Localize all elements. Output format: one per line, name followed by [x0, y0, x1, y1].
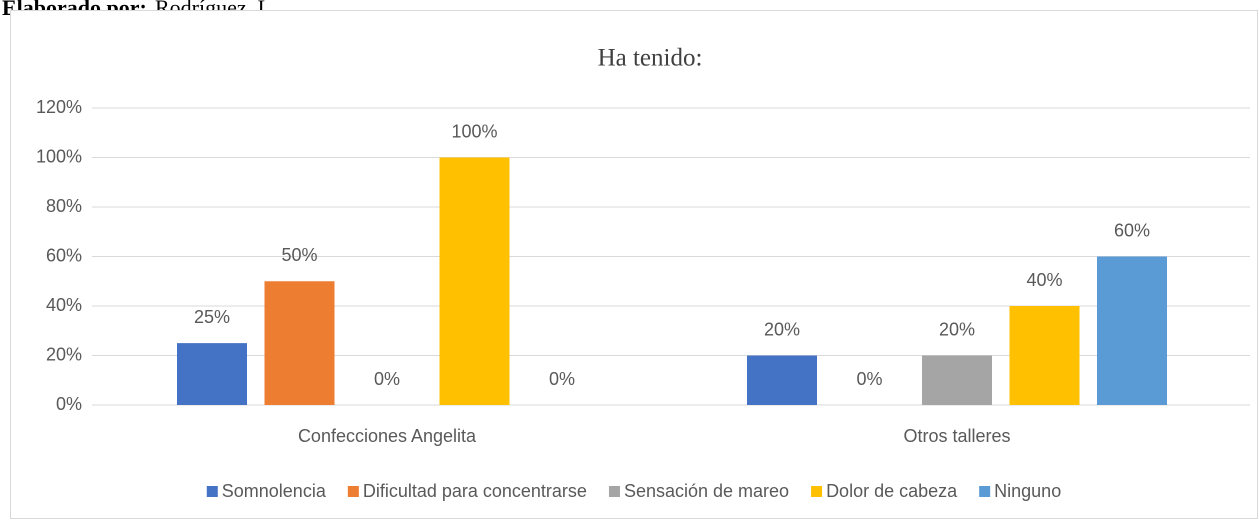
y-tick-label: 100%	[36, 146, 82, 166]
legend-label: Somnolencia	[222, 481, 327, 501]
y-tick-label: 20%	[46, 344, 82, 364]
data-label: 25%	[194, 307, 230, 327]
y-tick-label: 40%	[46, 295, 82, 315]
data-label: 20%	[939, 319, 975, 339]
legend-swatch	[608, 486, 620, 497]
y-tick-label: 60%	[46, 245, 82, 265]
x-tick-label: Otros talleres	[903, 426, 1010, 446]
bar	[922, 355, 992, 405]
data-label: 0%	[856, 369, 882, 389]
chart-frame	[10, 10, 1258, 519]
legend-label: Ninguno	[994, 481, 1061, 501]
data-label: 0%	[549, 369, 575, 389]
bar	[177, 343, 247, 405]
legend-label: Dificultad para concentrarse	[363, 481, 587, 501]
legend-swatch	[347, 486, 359, 497]
legend-swatch	[206, 486, 218, 497]
legend-label: Dolor de cabeza	[826, 481, 958, 501]
bar	[439, 157, 510, 405]
legend-label: Sensación de mareo	[624, 481, 789, 501]
chart-title: Ha tenido:	[598, 45, 703, 72]
bar	[1009, 306, 1080, 405]
data-label: 20%	[764, 319, 800, 339]
data-label: 60%	[1114, 220, 1150, 240]
legend-swatch	[979, 486, 991, 497]
bar	[264, 281, 335, 405]
bar	[747, 355, 817, 405]
x-tick-label: Confecciones Angelita	[298, 426, 477, 446]
legend-swatch	[811, 486, 823, 497]
data-label: 40%	[1026, 270, 1062, 290]
data-label: 100%	[451, 121, 497, 141]
y-tick-label: 80%	[46, 196, 82, 216]
data-label: 0%	[374, 369, 400, 389]
y-tick-label: 0%	[56, 394, 82, 414]
y-tick-label: 120%	[36, 97, 82, 117]
bar	[1097, 256, 1167, 405]
data-label: 50%	[281, 245, 317, 265]
